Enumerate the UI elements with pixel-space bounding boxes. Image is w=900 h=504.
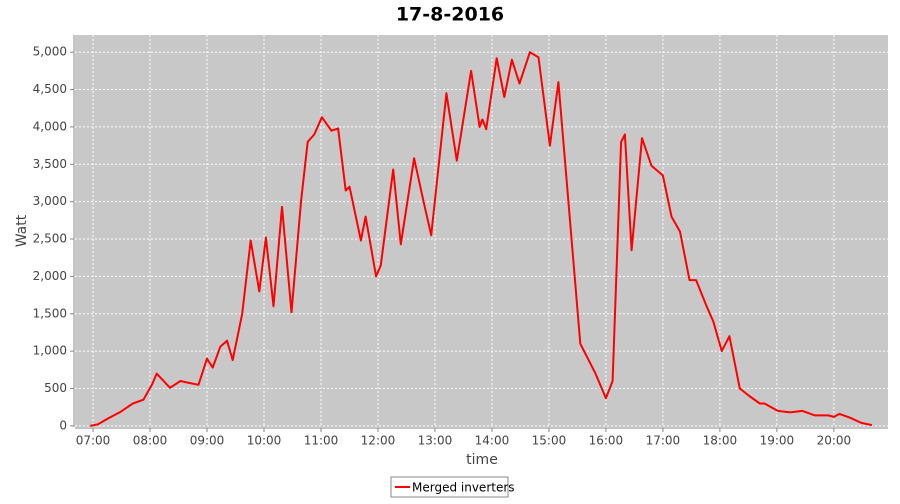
x-tick-label: 20:00 bbox=[817, 434, 852, 448]
y-tick-label: 2,000 bbox=[33, 269, 67, 283]
x-tick-label: 15:00 bbox=[532, 434, 567, 448]
x-tick-label: 17:00 bbox=[646, 434, 681, 448]
y-tick-label: 500 bbox=[44, 381, 67, 395]
x-tick-label: 11:00 bbox=[304, 434, 339, 448]
x-tick-label: 09:00 bbox=[190, 434, 225, 448]
x-tick-label: 13:00 bbox=[418, 434, 453, 448]
x-axis-label: time bbox=[466, 452, 498, 468]
y-tick-label: 0 bbox=[59, 418, 67, 432]
x-tick-label: 12:00 bbox=[361, 434, 396, 448]
y-tick-label: 2,500 bbox=[33, 232, 67, 246]
x-tick-label: 07:00 bbox=[76, 434, 111, 448]
x-tick-label: 08:00 bbox=[133, 434, 168, 448]
series-line bbox=[90, 51, 873, 427]
y-tick-label: 4,000 bbox=[33, 119, 67, 133]
plot-area bbox=[75, 35, 888, 427]
y-tick-label: 3,500 bbox=[33, 157, 67, 171]
grid bbox=[75, 35, 888, 427]
y-tick-label: 1,500 bbox=[33, 306, 67, 320]
y-tick-label: 5,000 bbox=[33, 45, 67, 59]
y-tick-label: 3,000 bbox=[33, 194, 67, 208]
x-tick-label: 18:00 bbox=[703, 434, 738, 448]
y-tick-label: 4,500 bbox=[33, 82, 67, 96]
y-axis-label: Watt bbox=[14, 214, 30, 247]
x-tick-label: 10:00 bbox=[247, 434, 282, 448]
legend bbox=[390, 476, 509, 498]
marks bbox=[90, 51, 873, 427]
x-tick-label: 19:00 bbox=[760, 434, 795, 448]
y-tick-label: 1,000 bbox=[33, 344, 67, 358]
x-tick-label: 16:00 bbox=[589, 434, 624, 448]
legend-label: Merged inverters bbox=[412, 481, 515, 495]
x-tick-label: 14:00 bbox=[475, 434, 510, 448]
chart-title: 17-8-2016 bbox=[396, 4, 504, 26]
